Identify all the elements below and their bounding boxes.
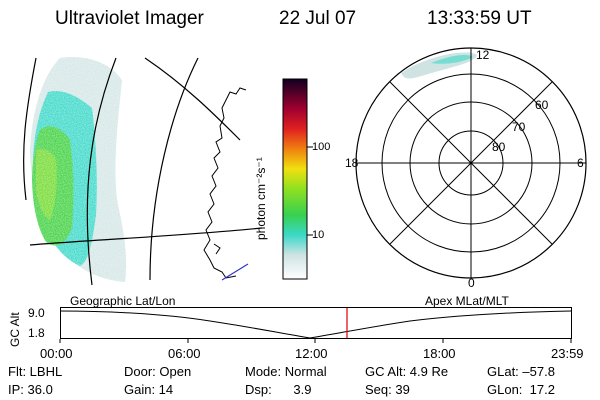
graticule-line [86,57,117,286]
lat-label-80: 80 [492,140,506,154]
timeline-ytick-bottom: 1.8 [28,326,45,340]
timeline-left-title: Geographic Lat/Lon [70,294,176,308]
graticule-line [149,57,199,281]
colorbar-tick-100: 100 [312,141,331,153]
timeline-xtick-1200: 12:00 [295,346,328,361]
timeline-ylabel: GC Alt [8,312,22,347]
graticule-line [144,57,241,141]
colorbar-units: photon cm⁻²s⁻¹ [254,157,268,240]
status-glon: GLon: 17.2 [487,382,555,397]
mlt-label-12: 12 [476,48,490,62]
status-filter: Flt: LBHL [8,364,63,379]
status-mode: Mode: Normal [245,364,327,379]
timeline-ytick-top: 9.0 [28,306,45,320]
timeline-xtick-0000: 00:00 [40,346,73,361]
terminator-line [221,263,249,281]
timeline-xtick-2359: 23:59 [551,346,584,361]
mlt-label-0: 0 [468,276,475,290]
mlt-label-6: 6 [577,156,584,170]
geographic-image-panel[interactable] [0,0,270,290]
status-glat: GLat: –57.8 [487,364,555,379]
coastline [203,87,247,279]
graticule-line [29,227,263,246]
timeline-right-title: Apex MLat/MLT [425,294,509,308]
lat-label-60: 60 [535,98,549,112]
status-door: Door: Open [124,364,192,379]
timeline-xtick-0600: 06:00 [168,346,201,361]
mlt-label-18: 18 [345,156,359,170]
altitude-curve [59,310,572,339]
status-ip: IP: 36.0 [8,382,53,397]
app-title: Ultraviolet Imager [55,8,204,29]
colorbar [282,78,313,280]
colorbar-tick-10: 10 [312,229,325,241]
graticule-line [23,57,37,201]
lat-label-70: 70 [512,120,526,134]
altitude-timeline[interactable] [59,307,572,343]
status-dsp: Dsp: 3.9 [245,382,312,397]
date-label: 22 Jul 07 [279,8,357,29]
status-seq: Seq: 39 [365,382,410,397]
status-gain: Gain: 14 [124,382,174,397]
time-label: 13:33:59 UT [427,8,532,29]
polar-plot[interactable] [340,47,600,290]
status-gc-alt: GC Alt: 4.9 Re [365,364,449,379]
timeline-xtick-1800: 18:00 [423,346,456,361]
